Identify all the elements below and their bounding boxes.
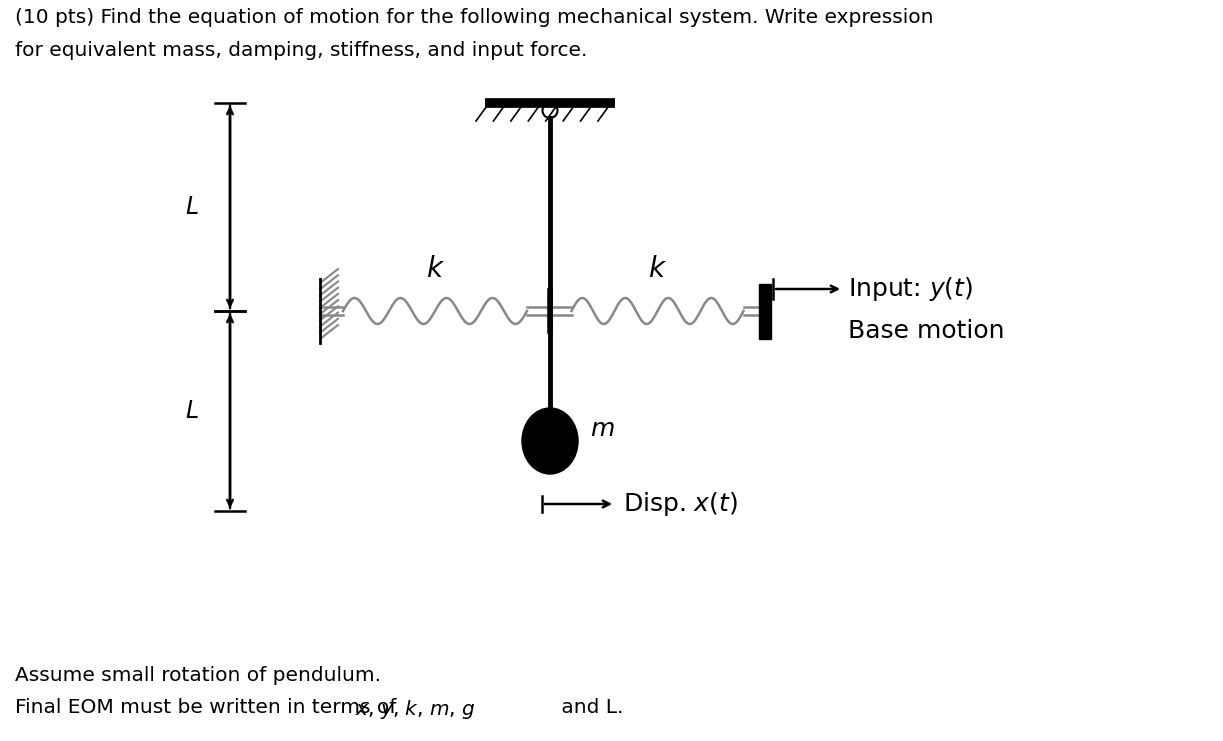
Text: Base motion: Base motion	[848, 319, 1004, 343]
Text: and L.: and L.	[555, 698, 624, 717]
Text: Assume small rotation of pendulum.: Assume small rotation of pendulum.	[15, 666, 382, 685]
Text: Final EOM must be written in terms of: Final EOM must be written in terms of	[15, 698, 402, 717]
Text: Disp. $x(t)$: Disp. $x(t)$	[623, 490, 737, 518]
Text: $L$: $L$	[185, 195, 199, 219]
Text: (10 pts) Find the equation of motion for the following mechanical system. Write : (10 pts) Find the equation of motion for…	[15, 8, 933, 27]
Ellipse shape	[522, 408, 578, 474]
Text: $L$: $L$	[185, 399, 199, 423]
Text: $x$, $y$, $k$, $m$, $g$: $x$, $y$, $k$, $m$, $g$	[355, 698, 476, 721]
Bar	[759, 284, 770, 339]
Text: Input: $y(t)$: Input: $y(t)$	[848, 275, 974, 303]
Text: $k$: $k$	[426, 255, 444, 283]
Text: $k$: $k$	[648, 255, 667, 283]
Text: $m$: $m$	[589, 417, 615, 441]
Text: for equivalent mass, damping, stiffness, and input force.: for equivalent mass, damping, stiffness,…	[15, 41, 587, 60]
